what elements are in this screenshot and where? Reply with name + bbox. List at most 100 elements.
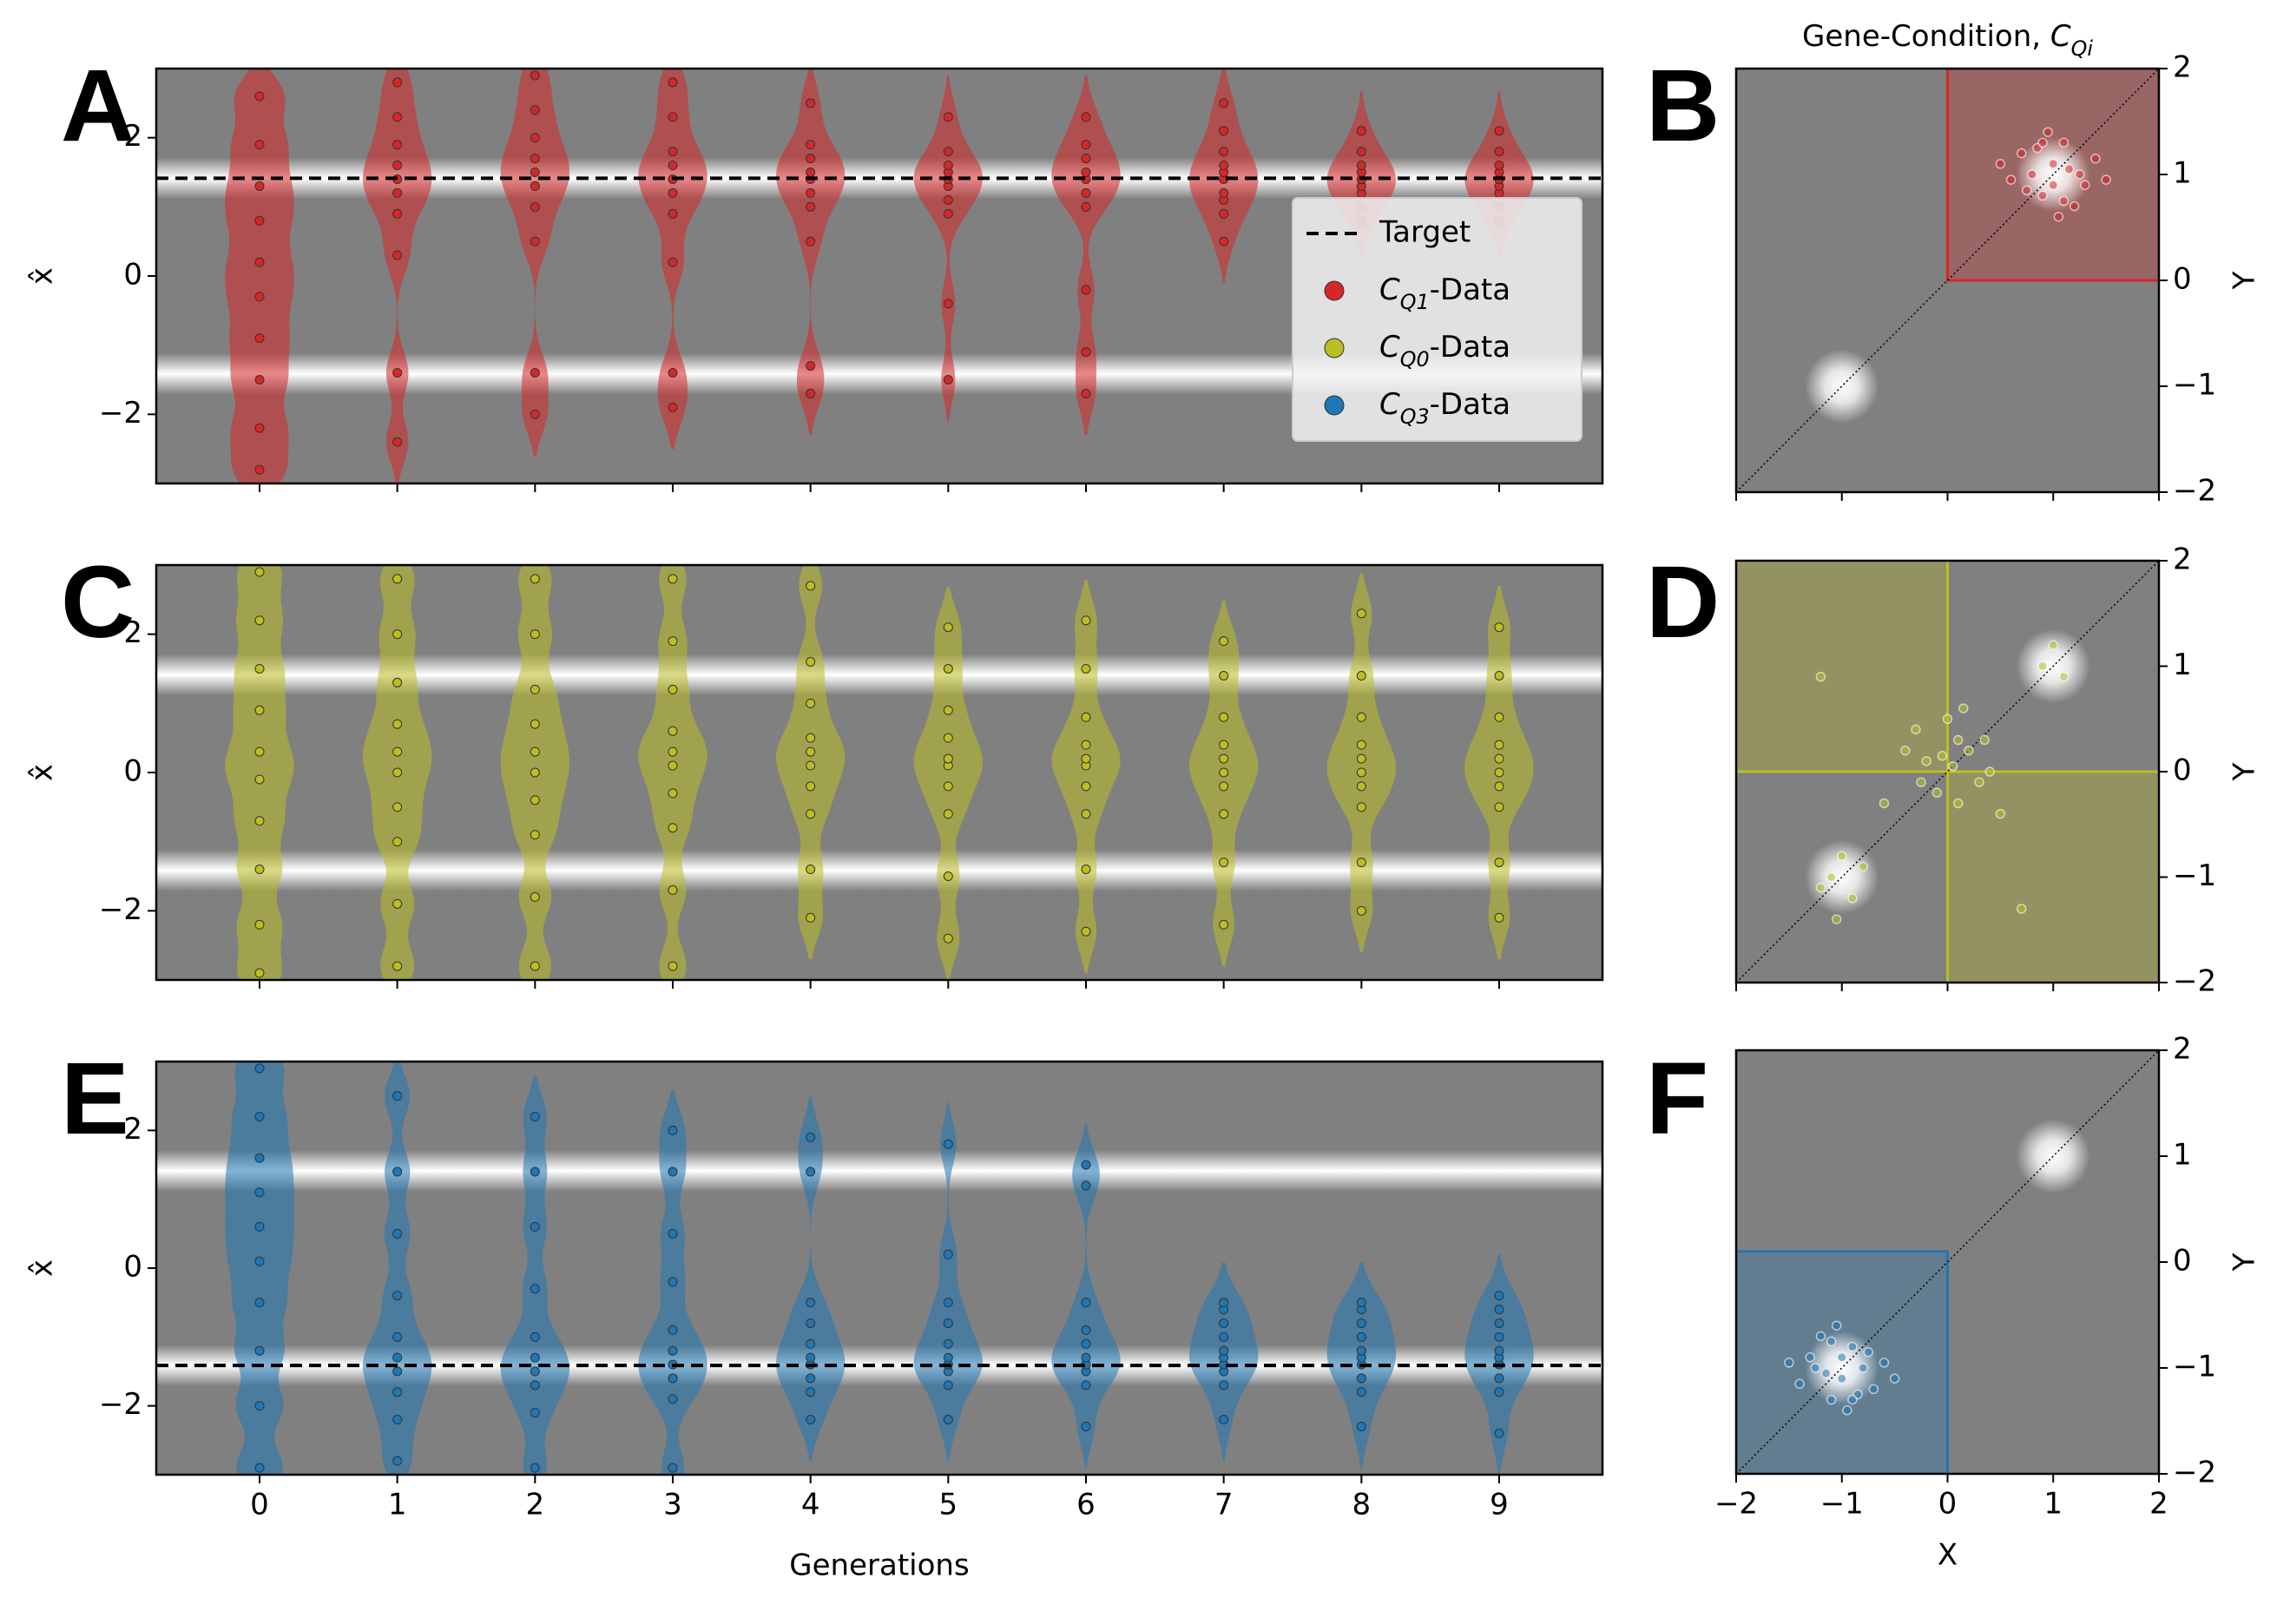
- data-point: [530, 574, 540, 584]
- data-point: [943, 1139, 953, 1149]
- data-point: [392, 629, 403, 640]
- data-point: [1837, 851, 1847, 861]
- data-point: [806, 698, 816, 708]
- violin: [500, 69, 569, 457]
- data-point: [1356, 905, 1366, 916]
- data-point: [392, 1228, 403, 1239]
- data-point: [1842, 1405, 1852, 1416]
- data-point: [1081, 1160, 1091, 1170]
- x-tick-label: −2: [1714, 1487, 1758, 1522]
- data-point: [2037, 190, 2048, 201]
- data-point: [1081, 781, 1091, 792]
- data-point: [806, 809, 816, 819]
- data-point: [254, 1063, 265, 1074]
- data-point: [1900, 745, 1911, 756]
- data-point: [943, 1415, 953, 1425]
- y-tick-label: 2: [123, 1112, 142, 1147]
- y-tick-label: −2: [2173, 474, 2216, 509]
- data-point: [1081, 187, 1091, 198]
- data-point: [943, 161, 953, 171]
- data-point: [392, 368, 403, 378]
- data-point: [1494, 1305, 1504, 1315]
- data-point: [254, 1345, 265, 1356]
- data-point: [806, 1415, 816, 1425]
- data-point: [806, 657, 816, 667]
- data-point: [668, 1325, 678, 1335]
- data-point: [1494, 147, 1504, 157]
- data-point: [806, 865, 816, 875]
- data-point: [1356, 161, 1366, 171]
- y-tick-label: 2: [2173, 1032, 2192, 1067]
- data-point: [1494, 1318, 1504, 1328]
- data-point: [1494, 712, 1504, 722]
- data-point: [2048, 180, 2058, 190]
- data-point: [392, 140, 403, 150]
- fitness-band: [156, 1150, 1602, 1192]
- data-point: [1494, 740, 1504, 750]
- violin: [225, 565, 294, 980]
- data-point: [392, 1167, 403, 1177]
- panel-label: D: [1646, 545, 1720, 660]
- data-point: [943, 147, 953, 157]
- data-point: [1984, 766, 1995, 777]
- data-point: [668, 1125, 678, 1135]
- data-point: [1820, 1368, 1832, 1378]
- data-point: [2043, 127, 2053, 137]
- data-point: [806, 912, 816, 923]
- fitness-peak: [1805, 349, 1879, 424]
- y-tick-label: 0: [2173, 1244, 2192, 1279]
- data-point: [668, 147, 678, 157]
- data-point: [530, 1167, 540, 1177]
- data-point: [530, 1111, 540, 1121]
- data-point: [530, 236, 540, 247]
- data-point: [1815, 882, 1826, 893]
- fitness-peak: [1805, 1331, 1879, 1405]
- data-point: [1356, 858, 1366, 868]
- x-tick-label: 7: [1214, 1488, 1234, 1522]
- data-point: [530, 891, 540, 902]
- data-point: [1858, 861, 1868, 872]
- data-point: [1219, 781, 1229, 792]
- data-point: [1219, 147, 1229, 157]
- data-point: [1219, 670, 1229, 681]
- data-point: [668, 1277, 678, 1287]
- data-point: [668, 760, 678, 771]
- data-point: [806, 581, 816, 591]
- x-tick-label: 0: [1938, 1487, 1958, 1522]
- legend-label: CQ0-Data: [1379, 330, 1510, 371]
- data-point: [943, 299, 953, 309]
- data-point: [1356, 147, 1366, 157]
- data-point: [254, 865, 265, 875]
- data-point: [806, 98, 816, 108]
- y-tick-label: −2: [99, 1387, 142, 1422]
- data-point: [806, 388, 816, 398]
- data-point: [254, 215, 265, 226]
- data-point: [806, 187, 816, 198]
- y-axis-label: x̂: [25, 764, 60, 781]
- x-axis-label: X: [1938, 1538, 1958, 1573]
- data-point: [1219, 161, 1229, 171]
- data-point: [1081, 926, 1091, 937]
- data-point: [1219, 187, 1229, 198]
- data-point: [1995, 159, 2006, 169]
- data-point: [668, 112, 678, 122]
- x-tick-label: 2: [526, 1488, 545, 1522]
- data-point: [1081, 285, 1091, 295]
- data-point: [392, 112, 403, 122]
- y-tick-label: −1: [2173, 1350, 2216, 1384]
- data-point: [530, 795, 540, 805]
- fitness-band: [156, 849, 1602, 891]
- data-point: [392, 1331, 403, 1342]
- x-tick-label: 4: [801, 1488, 820, 1522]
- data-point: [392, 677, 403, 687]
- data-point: [806, 168, 816, 177]
- data-point: [1879, 798, 1890, 809]
- data-point: [1784, 1358, 1794, 1368]
- data-point: [1081, 112, 1091, 122]
- data-point: [1847, 1394, 1858, 1405]
- data-point: [1219, 636, 1229, 647]
- x-tick-label: 6: [1076, 1488, 1096, 1522]
- data-point: [1219, 1318, 1229, 1328]
- data-point: [1081, 1180, 1091, 1191]
- data-point: [1952, 734, 1964, 746]
